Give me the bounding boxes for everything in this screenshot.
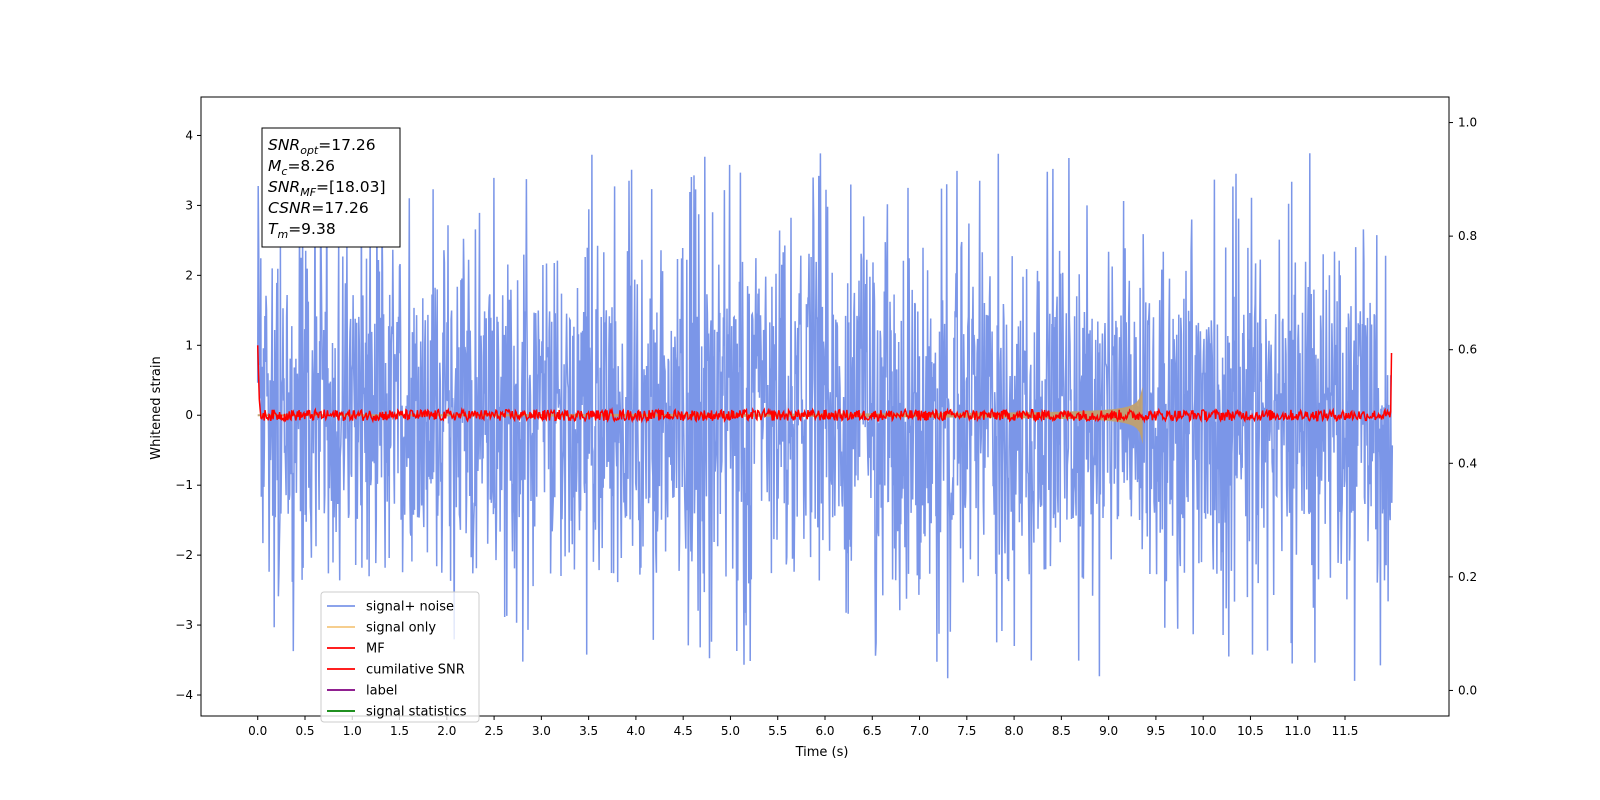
x-tick-label: 2.5 (485, 724, 504, 738)
legend: signal+ noise signal only MF cumilative SNR… (320, 591, 480, 723)
x-tick-label: 10.5 (1237, 724, 1264, 738)
x-tick-label: 7.5 (957, 724, 976, 738)
x-tick-label: 4.0 (626, 724, 645, 738)
y-tick-label: 3 (185, 198, 193, 212)
legend-label: cumilative SNR (366, 663, 465, 678)
x-tick-label: 4.5 (674, 724, 693, 738)
legend-label: signal statistics (366, 705, 467, 720)
x-tick-label: 11.5 (1332, 724, 1359, 738)
legend-box (320, 591, 480, 723)
x-tick-label: 5.5 (768, 724, 787, 738)
x-tick-label: 6.5 (863, 724, 882, 738)
x-tick-label: 2.0 (437, 724, 456, 738)
annotation-line: CSNR=17.26 (268, 199, 369, 217)
y-tick-label: 4 (185, 128, 193, 142)
y2-tick-label: 0.2 (1458, 570, 1477, 584)
y-tick-label: 2 (185, 268, 193, 282)
x-axis: 0.0 0.5 1.0 1.5 2.0 2.5 3.0 3.5 4.0 4.5 5.0 5.5 6.0 6… (248, 716, 1358, 738)
x-tick-label: 7.0 (910, 724, 929, 738)
x-tick-label: 1.0 (343, 724, 362, 738)
x-tick-label: 9.5 (1146, 724, 1165, 738)
legend-label: label (366, 684, 397, 699)
stats-annotation: SNRopt=17.26Mc=8.26SNRMF=[18.03]CSNR=17.… (261, 127, 401, 248)
legend-label: signal only (366, 621, 436, 636)
annotation-line: Mc=8.26 (268, 157, 335, 178)
x-tick-label: 0.0 (248, 724, 267, 738)
y-axis-right: 1.0 0.8 0.6 0.4 0.2 0.0 (1449, 116, 1477, 697)
x-tick-label: 5.0 (721, 724, 740, 738)
x-tick-label: 8.0 (1005, 724, 1024, 738)
series-signal-noise (256, 153, 1394, 681)
y-axis-label: Whitened strain (149, 356, 164, 459)
x-tick-label: 11.0 (1284, 724, 1311, 738)
annotation-line: SNRMF=[18.03] (268, 178, 386, 199)
x-axis-label: Time (s) (795, 745, 849, 760)
x-tick-label: 1.5 (390, 724, 409, 738)
y-axis-left: 4 3 2 1 0 −1 −2 −3 −4 (175, 128, 201, 702)
y-tick-label: 0 (185, 408, 193, 422)
x-tick-label: 8.5 (1052, 724, 1071, 738)
y-tick-label: 1 (185, 338, 193, 352)
x-tick-label: 10.0 (1190, 724, 1217, 738)
series-mf (256, 345, 1393, 424)
annotation-line: Tm=9.38 (268, 220, 336, 241)
x-tick-label: 3.0 (532, 724, 551, 738)
y2-tick-label: 0.8 (1458, 229, 1477, 243)
y2-tick-label: 1.0 (1458, 116, 1477, 130)
y-tick-label: −3 (175, 618, 193, 632)
annotation-line: SNRopt=17.26 (268, 136, 376, 157)
y2-tick-label: 0.0 (1458, 683, 1477, 697)
y2-tick-label: 0.4 (1458, 456, 1477, 470)
x-tick-label: 3.5 (579, 724, 598, 738)
plot-area (256, 153, 1394, 681)
x-tick-label: 9.0 (1099, 724, 1118, 738)
y-tick-label: −4 (175, 688, 193, 702)
legend-label: MF (366, 642, 385, 657)
y-tick-label: −1 (175, 478, 193, 492)
y-tick-label: −2 (175, 548, 193, 562)
x-tick-label: 0.5 (295, 724, 314, 738)
annotation-box (261, 127, 401, 248)
y2-tick-label: 0.6 (1458, 343, 1477, 357)
x-tick-label: 6.0 (815, 724, 834, 738)
legend-label: signal+ noise (366, 600, 454, 615)
